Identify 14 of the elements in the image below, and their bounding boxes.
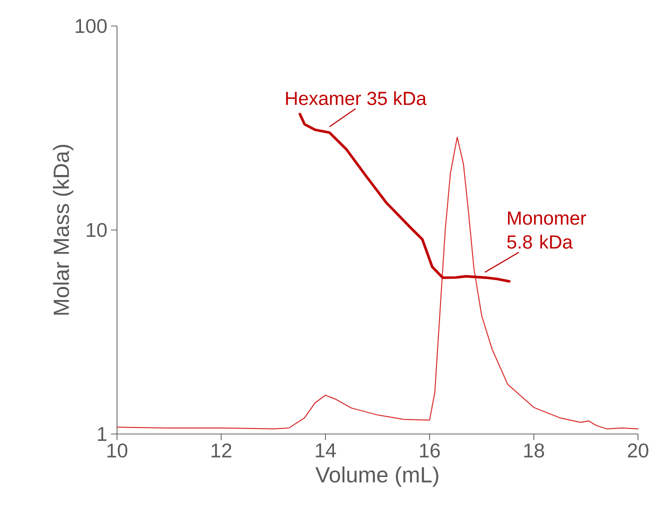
x-tick-label: 20: [628, 443, 648, 458]
y-tick-label: 100: [76, 18, 107, 34]
x-tick-label: 14: [316, 443, 336, 458]
annotation: Monomer 5.8 kDa: [507, 212, 586, 249]
y-axis-title: Molar Mass (kDa): [52, 144, 74, 315]
x-tick-label: 18: [524, 443, 544, 458]
x-tick-label: 12: [212, 443, 232, 458]
x-axis-title: Volume (mL): [315, 466, 438, 487]
y-tick-label: 1: [98, 427, 107, 441]
y-tick-label: 10: [86, 222, 107, 238]
line-series: [116, 136, 639, 430]
annotation: Hexamer 35 kDa: [286, 91, 427, 106]
x-tick-label: 10: [107, 443, 128, 458]
x-tick-label: 16: [420, 443, 440, 458]
